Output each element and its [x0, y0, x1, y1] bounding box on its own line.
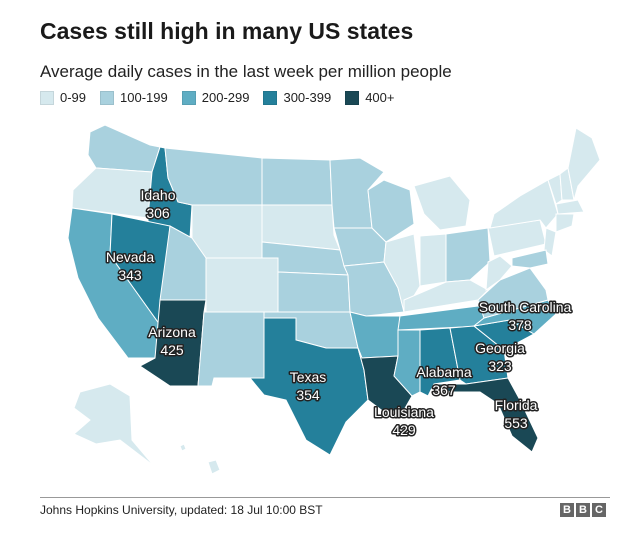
label-idaho-value: 306: [146, 205, 170, 221]
label-arizona-value: 425: [160, 342, 184, 358]
label-georgia-name: Georgia: [475, 340, 525, 356]
state-alaska: [73, 383, 155, 467]
bbc-logo-letter: B: [560, 503, 574, 517]
bbc-logo-letter: B: [576, 503, 590, 517]
label-alabama-name: Alabama: [416, 364, 471, 380]
legend-swatch: [100, 90, 115, 105]
label-louisiana-value: 429: [392, 422, 416, 438]
label-texas-name: Texas: [290, 369, 327, 385]
state-massachusetts: [555, 199, 585, 215]
state-maine: [567, 127, 601, 201]
state-indiana: [419, 233, 447, 287]
legend-label: 400+: [365, 90, 395, 105]
state-connecticut: [555, 213, 575, 233]
legend-swatch: [181, 90, 196, 105]
legend-label: 100-199: [120, 90, 168, 105]
source-note: Johns Hopkins University, updated: 18 Ju…: [40, 503, 323, 517]
legend-swatch: [345, 90, 360, 105]
state-maryland: [511, 249, 549, 269]
map-title: Cases still high in many US states: [40, 18, 414, 44]
legend-item-100-199: 100-199: [100, 90, 168, 105]
legend: 0-99 100-199 200-299 300-399 400+: [40, 90, 408, 105]
state-new-york: [489, 179, 559, 229]
state-west-virginia: [485, 255, 513, 292]
state-louisiana: [357, 347, 413, 413]
state-montana: [164, 147, 263, 206]
map-subtitle: Average daily cases in the last week per…: [40, 62, 452, 81]
legend-item-200-299: 200-299: [181, 90, 250, 105]
label-georgia-value: 323: [488, 358, 512, 374]
footer-divider: [40, 497, 610, 498]
state-washington: [87, 124, 161, 173]
legend-swatch: [40, 90, 54, 105]
state-kansas: [277, 271, 351, 313]
bbc-logo: B B C: [558, 503, 606, 517]
state-wisconsin: [367, 179, 415, 243]
label-alabama-value: 367: [432, 382, 456, 398]
label-south-carolina-name: South Carolina: [479, 299, 572, 315]
legend-item-0-99: 0-99: [40, 90, 86, 105]
state-colorado: [205, 257, 279, 313]
legend-item-400-plus: 400+: [345, 90, 394, 105]
label-south-carolina-value: 378: [508, 317, 532, 333]
label-nevada-value: 343: [118, 267, 142, 283]
legend-label: 200-299: [201, 90, 250, 105]
state-new-jersey: [543, 227, 557, 257]
state-ohio: [445, 227, 491, 283]
us-map: Idaho 306 Nevada 343 Arizona 425 Texas 3…: [40, 115, 620, 490]
legend-item-300-399: 300-399: [263, 90, 331, 105]
label-nevada-name: Nevada: [106, 249, 154, 265]
label-arizona-name: Arizona: [148, 324, 196, 340]
state-kentucky: [403, 279, 489, 313]
bbc-logo-letter: C: [592, 503, 606, 517]
state-florida: [433, 377, 539, 453]
state-michigan: [413, 175, 471, 231]
label-florida-value: 553: [504, 415, 528, 431]
legend-label: 300-399: [283, 90, 332, 105]
state-hawaii-big-island: [207, 459, 221, 475]
legend-swatch: [263, 90, 278, 105]
state-south-dakota: [261, 204, 341, 251]
state-oregon: [71, 167, 153, 219]
state-north-dakota: [261, 157, 333, 206]
label-florida-name: Florida: [495, 397, 538, 413]
label-idaho-name: Idaho: [140, 187, 175, 203]
legend-label: 0-99: [60, 90, 87, 105]
state-wyoming: [191, 204, 263, 259]
label-texas-value: 354: [296, 387, 320, 403]
state-new-mexico: [197, 311, 265, 387]
state-arizona: [139, 299, 207, 387]
state-texas: [248, 317, 369, 456]
state-hawaii: [179, 443, 187, 452]
us-map-svg: Idaho 306 Nevada 343 Arizona 425 Texas 3…: [67, 124, 601, 475]
label-louisiana-name: Louisiana: [374, 404, 434, 420]
